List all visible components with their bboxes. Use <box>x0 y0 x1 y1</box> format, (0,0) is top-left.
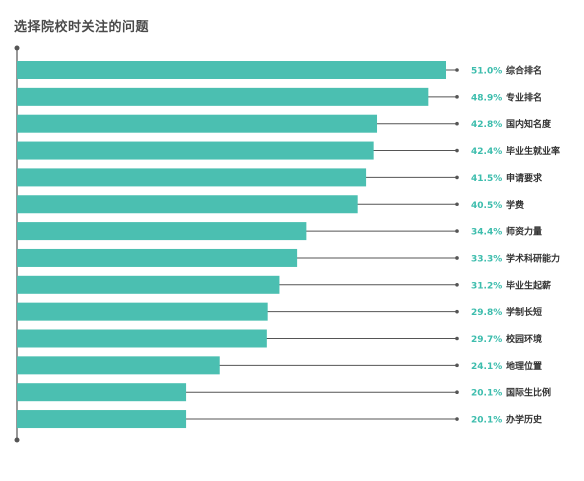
leader-dot <box>455 121 459 126</box>
category-label: 国际生比例 <box>506 387 551 399</box>
bar <box>17 383 187 402</box>
axis-bottom-dot <box>14 437 20 443</box>
bar <box>17 61 446 79</box>
leader-dot <box>455 417 459 421</box>
category-label: 校园环境 <box>506 333 542 345</box>
category-label: 国内知名度 <box>506 118 552 130</box>
axis-top-dot <box>14 45 20 51</box>
value-label: 24.1% <box>471 362 502 372</box>
leader-dot <box>455 283 459 287</box>
chart-title: 选择院校时关注的问题 <box>14 20 150 35</box>
category-label: 办学历史 <box>506 414 543 426</box>
value-label: 40.5% <box>471 201 502 211</box>
leader-dot <box>455 95 459 99</box>
leader-dot <box>455 148 459 153</box>
category-label: 申请要求 <box>506 172 543 184</box>
bar <box>17 168 367 187</box>
bar <box>17 141 374 160</box>
leader-dot <box>455 229 459 233</box>
leader-dot <box>455 390 459 395</box>
leader-dot <box>455 256 459 260</box>
category-label: 学费 <box>506 199 524 211</box>
leader-dot <box>455 363 459 368</box>
leader-dot <box>455 68 459 72</box>
category-label: 毕业生起薪 <box>506 279 551 291</box>
value-label: 42.4% <box>471 147 502 157</box>
bar <box>17 114 378 133</box>
value-label: 33.3% <box>471 254 502 264</box>
category-label: 专业排名 <box>506 91 542 103</box>
bar <box>17 302 268 321</box>
bar <box>17 248 298 267</box>
value-label: 29.8% <box>471 308 502 318</box>
category-label: 地理位置 <box>506 360 542 372</box>
bar <box>17 87 429 106</box>
value-label: 29.7% <box>471 335 502 345</box>
category-label: 综合排名 <box>506 65 542 77</box>
leader-dot <box>455 336 459 341</box>
bar <box>17 410 187 429</box>
category-label: 学术科研能力 <box>506 252 560 264</box>
leader-dot <box>455 175 459 180</box>
bar <box>17 222 307 241</box>
value-label: 31.2% <box>471 281 502 291</box>
leader-dot <box>455 202 459 207</box>
bar <box>17 275 280 294</box>
leader-dot <box>455 309 459 314</box>
category-label: 师资力量 <box>506 226 542 238</box>
value-label: 20.1% <box>471 389 502 399</box>
value-label: 51.0% <box>471 67 502 77</box>
category-label: 毕业生就业率 <box>506 145 560 157</box>
bar <box>17 329 267 348</box>
value-label: 41.5% <box>471 174 502 184</box>
value-label: 42.8% <box>471 120 502 130</box>
value-label: 20.1% <box>471 416 502 426</box>
category-label: 学制长短 <box>506 306 542 318</box>
bar <box>17 195 358 214</box>
bar <box>17 356 220 375</box>
value-label: 48.9% <box>471 93 502 103</box>
value-label: 34.4% <box>471 228 502 238</box>
